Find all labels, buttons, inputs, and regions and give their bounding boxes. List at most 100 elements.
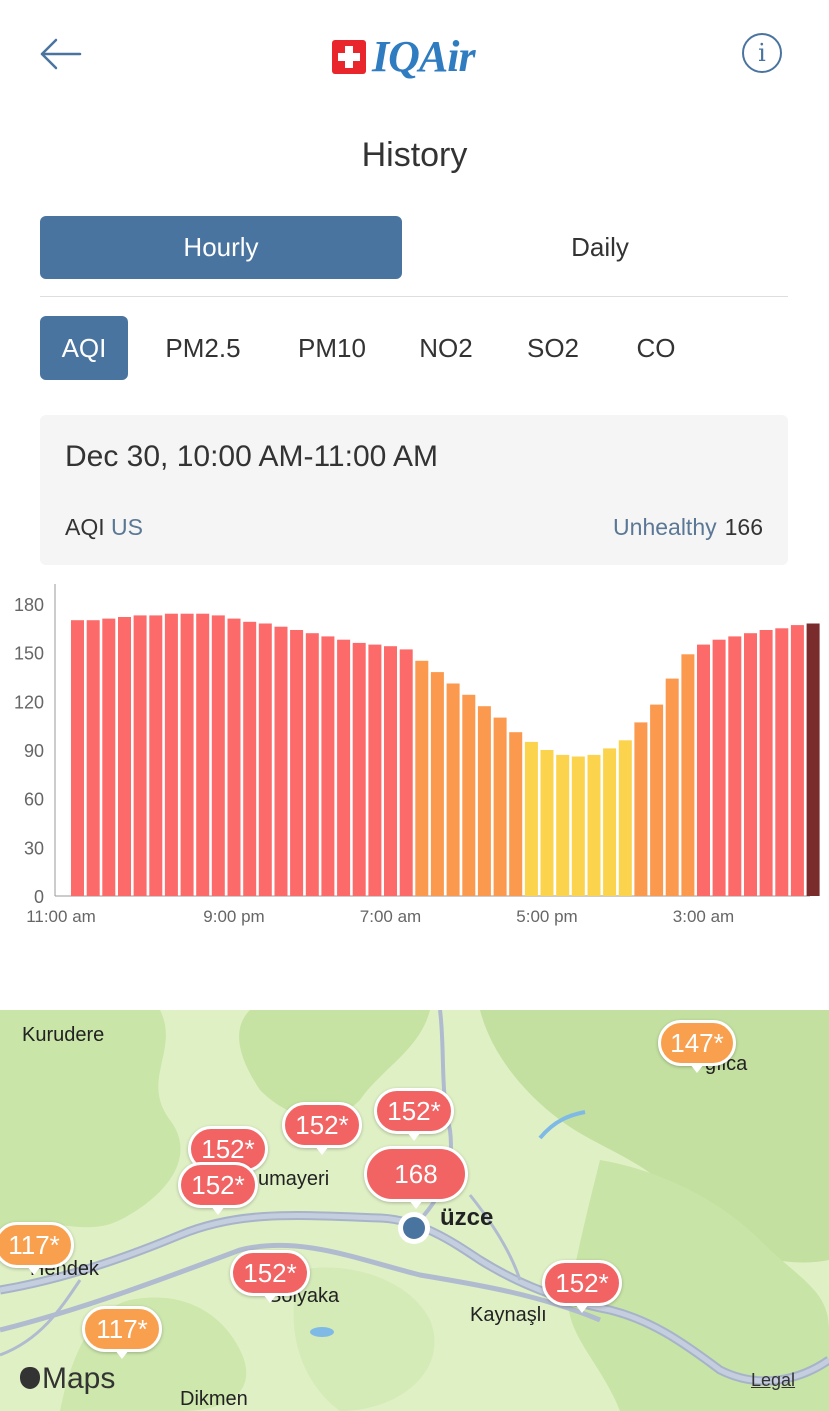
map-station-pin[interactable]: 152* xyxy=(178,1162,258,1215)
y-tick-label: 90 xyxy=(24,741,44,761)
y-tick-label: 180 xyxy=(14,595,44,615)
bar[interactable] xyxy=(243,621,257,896)
chip-no2[interactable]: NO2 xyxy=(419,333,473,363)
bar[interactable] xyxy=(712,639,726,896)
bar[interactable] xyxy=(603,748,617,896)
map-station-pin[interactable]: 152* xyxy=(374,1088,454,1141)
bar[interactable] xyxy=(571,756,585,897)
bar[interactable] xyxy=(618,740,632,896)
bar[interactable] xyxy=(493,717,507,896)
bar[interactable] xyxy=(556,754,570,896)
selected-date-range: Dec 30, 10:00 AM-11:00 AM xyxy=(65,440,438,473)
y-tick-label: 30 xyxy=(24,838,44,858)
bar[interactable] xyxy=(540,750,554,896)
bar[interactable] xyxy=(164,613,178,896)
apple-icon xyxy=(20,1367,40,1389)
bar[interactable] xyxy=(86,620,100,896)
chip-so2[interactable]: SO2 xyxy=(526,333,580,363)
y-tick-label: 0 xyxy=(34,887,44,907)
bar[interactable] xyxy=(634,722,648,896)
bar[interactable] xyxy=(118,617,131,896)
bar[interactable] xyxy=(352,642,366,896)
map-view[interactable]: Kurudere ğılca umayeri üzce Hendek Solya… xyxy=(0,1010,829,1411)
maps-attribution-text: Maps xyxy=(42,1362,116,1395)
bar[interactable] xyxy=(477,706,491,896)
x-tick-label: 9:00 pm xyxy=(203,907,264,926)
map-station-pin[interactable]: 152* xyxy=(542,1260,622,1313)
bar[interactable] xyxy=(415,660,429,896)
bar[interactable] xyxy=(759,630,773,896)
chip-co[interactable]: CO xyxy=(636,333,676,363)
bar[interactable] xyxy=(149,615,163,896)
swiss-cross-icon xyxy=(332,40,366,74)
iqair-logo: IQAir xyxy=(332,34,502,80)
aqi-status: Unhealthy 166 xyxy=(613,514,763,541)
back-button[interactable] xyxy=(38,34,84,74)
aqi-unit: US xyxy=(111,514,143,540)
x-tick-label: 5:00 pm xyxy=(516,907,577,926)
y-tick-label: 60 xyxy=(24,790,44,810)
bar[interactable] xyxy=(446,683,460,897)
tab-hourly[interactable]: Hourly xyxy=(40,216,402,279)
place-label: umayeri xyxy=(258,1168,330,1190)
x-tick-label: 7:00 am xyxy=(360,907,421,926)
bar[interactable] xyxy=(305,633,319,896)
bar[interactable] xyxy=(681,654,695,896)
map-station-pin[interactable]: 117* xyxy=(82,1306,162,1359)
map-station-pin[interactable]: 152* xyxy=(282,1102,362,1155)
bar[interactable] xyxy=(524,741,538,896)
bar[interactable] xyxy=(384,646,397,896)
arrow-left-icon xyxy=(40,38,82,70)
maps-attribution: Maps xyxy=(20,1362,115,1396)
selected-hour-card xyxy=(40,415,788,565)
bar[interactable] xyxy=(728,636,742,896)
bar[interactable] xyxy=(211,615,225,896)
divider xyxy=(40,296,788,297)
bar[interactable] xyxy=(430,672,444,896)
aqi-bar-chart[interactable]: 0 30 60 90 120 150 180 11:00 am 9:00 pm 7:00 am 5:… xyxy=(0,580,829,930)
status-text: Unhealthy xyxy=(613,514,717,540)
bar[interactable] xyxy=(180,613,194,896)
bar[interactable] xyxy=(399,649,413,896)
chip-pm25[interactable]: PM2.5 xyxy=(165,333,241,363)
place-label: Kurudere xyxy=(22,1024,105,1046)
x-tick-label: 11:00 am xyxy=(26,907,96,926)
bar[interactable] xyxy=(744,633,757,896)
bar[interactable] xyxy=(196,613,210,896)
bar[interactable] xyxy=(790,625,804,896)
bar[interactable] xyxy=(290,630,304,896)
bar[interactable] xyxy=(133,615,147,896)
bar[interactable] xyxy=(650,704,664,896)
bar[interactable] xyxy=(258,623,272,897)
place-label: üzce xyxy=(440,1204,494,1231)
bar[interactable] xyxy=(337,639,351,896)
bar[interactable] xyxy=(274,626,288,896)
aqi-value: 166 xyxy=(724,514,763,540)
page-title: History xyxy=(361,136,468,174)
bar[interactable] xyxy=(587,754,601,896)
bar[interactable] xyxy=(806,623,820,897)
bar[interactable] xyxy=(227,618,241,896)
legal-link[interactable]: Legal xyxy=(751,1370,796,1390)
aqi-label: AQI US xyxy=(65,514,143,541)
bar[interactable] xyxy=(462,694,476,896)
bar[interactable] xyxy=(697,644,710,896)
bar[interactable] xyxy=(509,732,523,896)
x-tick-label: 3:00 am xyxy=(673,907,734,926)
bar[interactable] xyxy=(71,620,84,896)
logo-text: IQAir xyxy=(372,32,476,81)
map-station-pin-current[interactable]: 168 xyxy=(364,1146,468,1209)
chip-aqi[interactable]: AQI xyxy=(40,316,128,380)
map-station-pin[interactable]: 152* xyxy=(230,1250,310,1303)
bar[interactable] xyxy=(321,636,335,896)
bar[interactable] xyxy=(368,644,382,896)
chip-pm10[interactable]: PM10 xyxy=(298,333,366,363)
map-station-pin[interactable]: 117* xyxy=(0,1222,74,1275)
bar[interactable] xyxy=(665,678,679,896)
y-tick-label: 150 xyxy=(14,644,44,664)
bar[interactable] xyxy=(102,618,116,896)
info-button[interactable]: i xyxy=(742,33,782,73)
bar[interactable] xyxy=(775,628,789,896)
tab-daily[interactable]: Daily xyxy=(571,232,629,262)
map-station-pin[interactable]: 147* xyxy=(658,1020,736,1073)
